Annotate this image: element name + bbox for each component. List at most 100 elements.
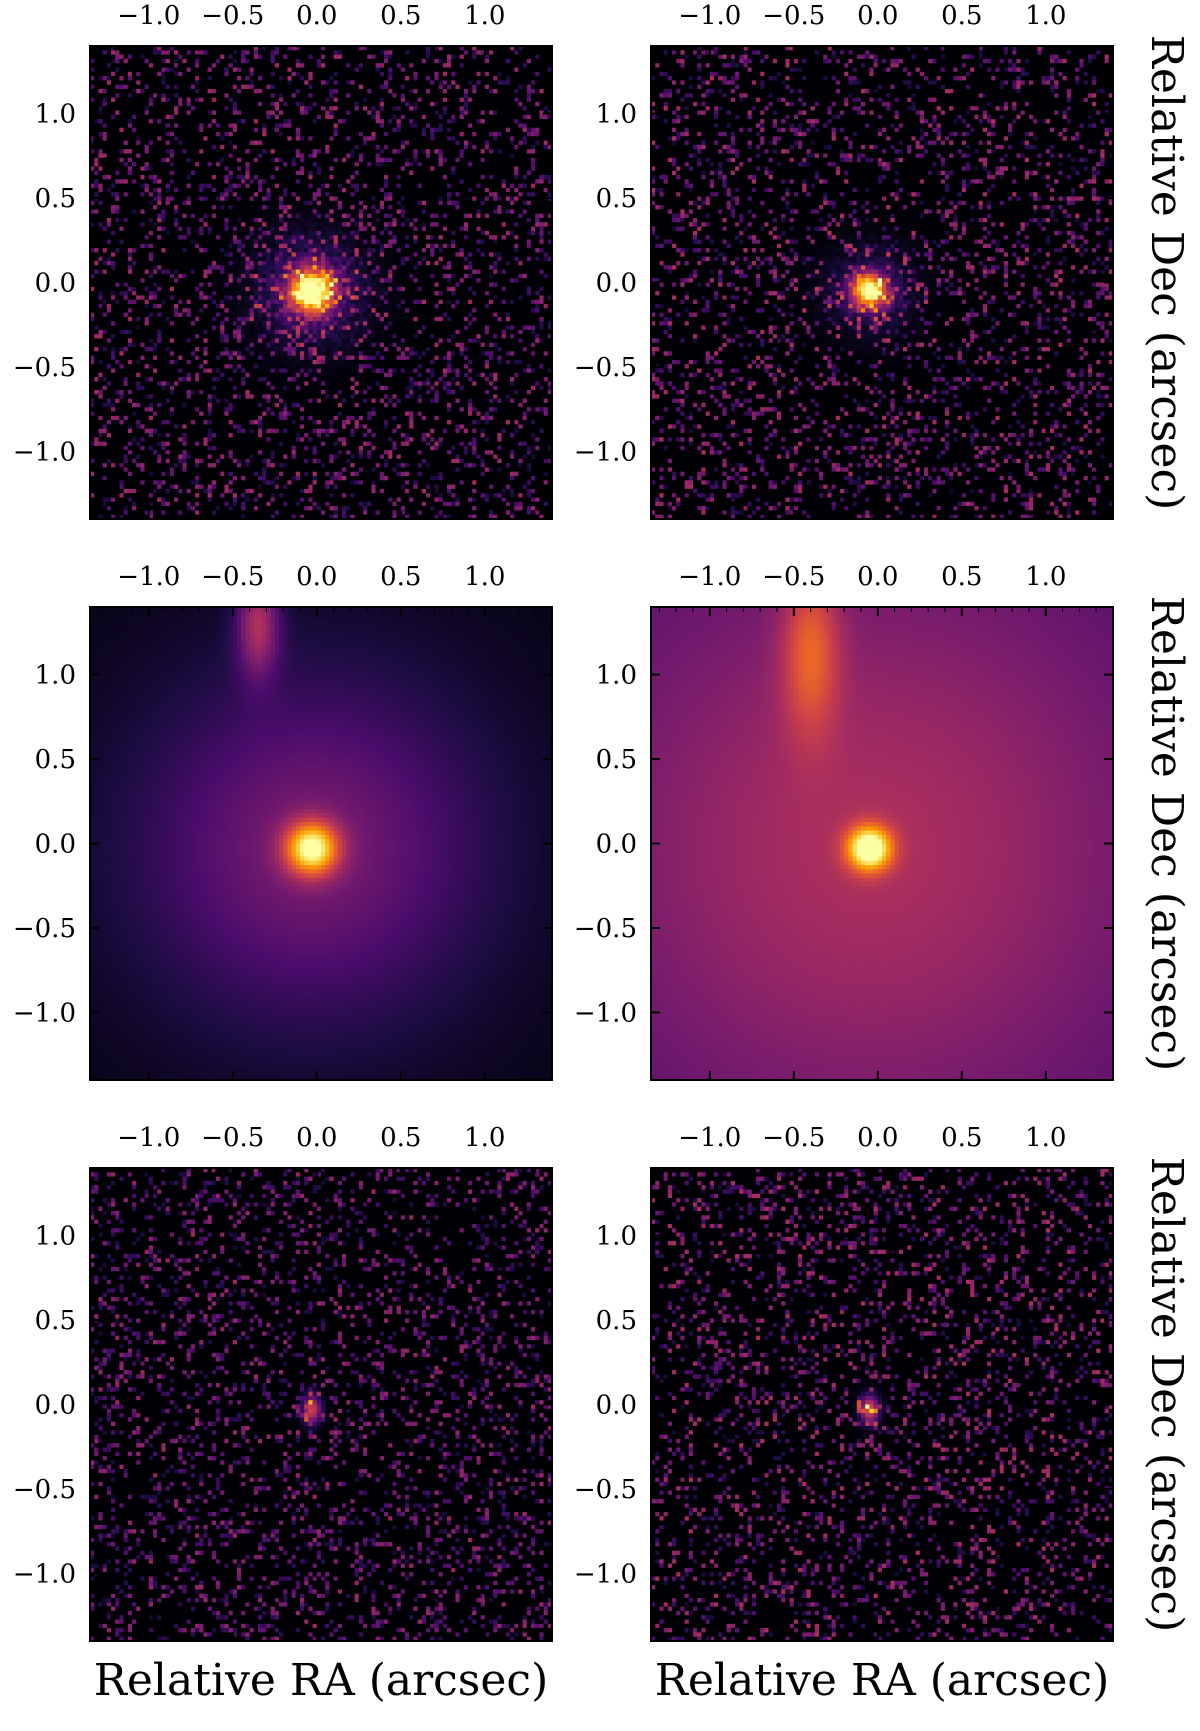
heatmap-cell [321, 123, 326, 128]
heatmap-cell [237, 171, 242, 176]
heatmap-cell [518, 80, 523, 85]
heatmap-cell [535, 154, 540, 159]
heatmap-cell [481, 98, 486, 103]
heatmap-cell [195, 149, 200, 154]
heatmap-cell [380, 111, 385, 116]
heatmap-cell [510, 123, 515, 128]
heatmap-cell [514, 166, 519, 171]
heatmap-cell [506, 154, 511, 159]
heatmap-cell [140, 154, 145, 159]
heatmap-cell [422, 171, 427, 176]
heatmap-cell [384, 55, 389, 60]
heatmap-cell [103, 55, 108, 60]
heatmap-cell [489, 80, 494, 85]
heatmap-cell [321, 166, 326, 171]
heatmap-cell [271, 119, 276, 124]
heatmap-cell [426, 171, 431, 176]
heatmap-cell [380, 123, 385, 128]
heatmap-cell [254, 149, 259, 154]
heatmap-cell [384, 102, 389, 107]
heatmap-cell [535, 145, 540, 150]
heatmap-cell [493, 63, 498, 68]
heatmap-cell [468, 141, 473, 146]
heatmap-cell [271, 50, 276, 55]
heatmap-cell [300, 136, 305, 141]
heatmap-cell [254, 50, 259, 55]
heatmap-cell [481, 76, 486, 81]
heatmap-cell [103, 59, 108, 64]
heatmap-cell [103, 119, 108, 124]
heatmap-cell [287, 145, 292, 150]
heatmap-cell [397, 111, 402, 116]
heatmap-cell [203, 85, 208, 90]
heatmap-cell [518, 102, 523, 107]
heatmap-cell [447, 132, 452, 137]
heatmap-cell [514, 175, 519, 180]
heatmap-cell [216, 50, 221, 55]
heatmap-cell [363, 132, 368, 137]
heatmap-cell [388, 72, 393, 77]
heatmap-cell [279, 123, 284, 128]
heatmap-cell [371, 132, 376, 137]
heatmap-cell [245, 175, 250, 180]
heatmap-cell [262, 145, 267, 150]
heatmap-cell [258, 136, 263, 141]
heatmap-cell [266, 68, 271, 73]
heatmap-cell [493, 98, 498, 103]
heatmap-cell [245, 89, 250, 94]
heatmap-cell [161, 55, 166, 60]
heatmap-cell [476, 128, 481, 133]
heatmap-cell [233, 128, 238, 133]
heatmap-cell [527, 123, 532, 128]
heatmap-cell [136, 76, 141, 81]
heatmap-cell [161, 111, 166, 116]
heatmap-cell [481, 149, 486, 154]
heatmap-cell [115, 136, 120, 141]
heatmap-cell [531, 149, 536, 154]
heatmap-cell [187, 166, 192, 171]
heatmap-cell [434, 171, 439, 176]
heatmap-cell [510, 63, 515, 68]
heatmap-cell [275, 136, 280, 141]
heatmap-cell [401, 72, 406, 77]
heatmap-cell [241, 106, 246, 111]
heatmap-cell [355, 145, 360, 150]
heatmap-cell [271, 55, 276, 60]
heatmap-cell [115, 149, 120, 154]
heatmap-cell [191, 98, 196, 103]
heatmap-cell [208, 123, 213, 128]
heatmap-cell [455, 85, 460, 90]
heatmap-cell [275, 128, 280, 133]
heatmap-cell [245, 59, 250, 64]
heatmap-cell [237, 128, 242, 133]
heatmap-cell [170, 50, 175, 55]
heatmap-cell [128, 80, 133, 85]
heatmap-cell [510, 171, 515, 176]
heatmap-cell [149, 154, 154, 159]
heatmap-cell [216, 111, 221, 116]
heatmap-cell [258, 119, 263, 124]
heatmap-cell [371, 111, 376, 116]
heatmap-cell [317, 123, 322, 128]
heatmap-cell [203, 102, 208, 107]
heatmap-cell [376, 123, 381, 128]
heatmap-cell [418, 166, 423, 171]
heatmap-cell [140, 158, 145, 163]
heatmap-cell [107, 98, 112, 103]
heatmap-cell [250, 158, 255, 163]
heatmap-cell [241, 50, 246, 55]
heatmap-cell [250, 149, 255, 154]
heatmap-cell [254, 119, 259, 124]
heatmap-cell [145, 162, 150, 167]
heatmap-cell [409, 55, 414, 60]
heatmap-cell [153, 115, 158, 120]
heatmap-cell [523, 59, 528, 64]
heatmap-cell [405, 106, 410, 111]
heatmap-cell [464, 59, 469, 64]
heatmap-cell [506, 123, 511, 128]
heatmap-cell [115, 98, 120, 103]
heatmap-cell [296, 89, 301, 94]
heatmap-cell [313, 93, 318, 98]
heatmap-cell [397, 132, 402, 137]
heatmap-cell [363, 162, 368, 167]
